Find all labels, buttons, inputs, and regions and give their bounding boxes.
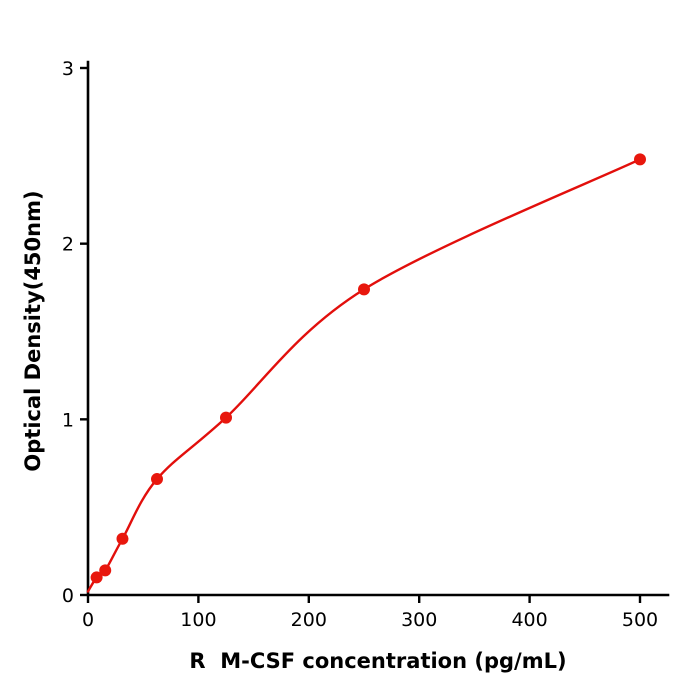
data-point	[99, 564, 112, 577]
data-points	[90, 153, 646, 584]
data-point	[151, 473, 163, 486]
y-tick-label: 1	[62, 409, 74, 431]
x-tick-label: 300	[401, 609, 437, 631]
data-point	[116, 532, 129, 545]
data-point	[634, 153, 646, 166]
x-axis-label: R M-CSF concentration (pg/mL)	[189, 649, 566, 673]
fitted-curve	[86, 158, 642, 593]
x-tick-label: 400	[511, 609, 547, 631]
data-point	[90, 571, 103, 584]
x-axis-ticks: 0 100 200 300 400 500	[82, 595, 658, 631]
axis-spines	[86, 60, 670, 597]
y-axis-label: Optical Density(450nm)	[21, 190, 45, 471]
data-point	[358, 283, 370, 296]
x-tick-label: 200	[291, 609, 327, 631]
y-axis-ticks: 0 1 2 3	[62, 58, 88, 607]
x-tick-label: 500	[622, 609, 658, 631]
y-tick-label: 0	[62, 585, 74, 607]
y-tick-label: 3	[62, 58, 74, 80]
x-tick-label: 0	[82, 609, 94, 631]
x-tick-label: 100	[180, 609, 216, 631]
data-point	[220, 411, 232, 424]
y-tick-label: 2	[62, 234, 74, 256]
